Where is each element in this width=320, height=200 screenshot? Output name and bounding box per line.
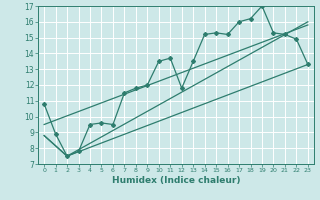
X-axis label: Humidex (Indice chaleur): Humidex (Indice chaleur) [112,176,240,185]
